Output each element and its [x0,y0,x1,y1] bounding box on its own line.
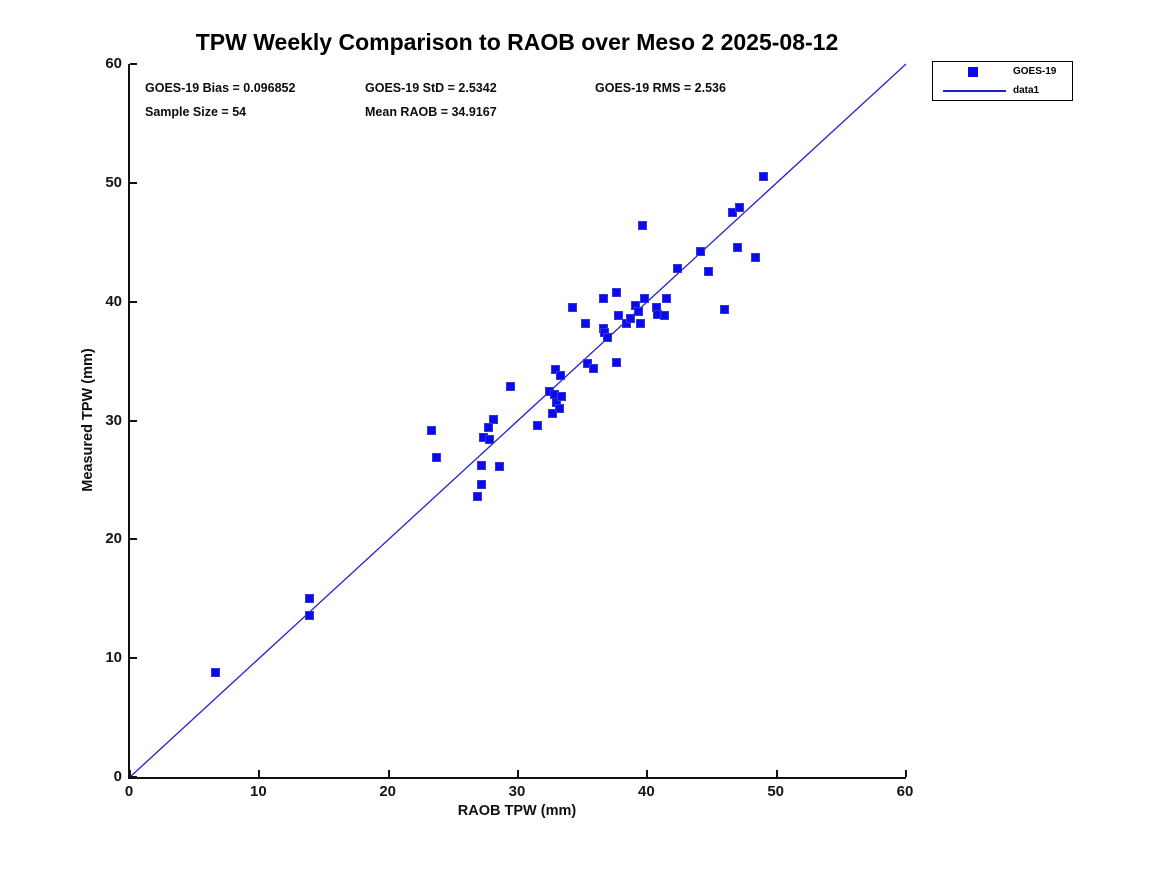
scatter-point [305,594,315,604]
scatter-point [622,318,632,328]
scatter-point [432,452,442,462]
scatter-point [720,305,730,315]
scatter-point [488,414,498,424]
x-axis-label: RAOB TPW (mm) [457,803,577,819]
y-tick [130,538,137,541]
x-tick-label: 10 [249,783,267,800]
legend-entry-goes19: GOES-19 [933,62,1072,81]
scatter-point [751,253,761,263]
x-tick [129,770,131,777]
y-tick [130,657,137,660]
scatter-point [478,432,488,442]
scatter-point [210,667,220,677]
scatter-point [554,404,564,414]
scatter-point [552,398,562,408]
scatter-point [728,208,738,218]
scatter-point [557,392,567,402]
y-tick [130,419,137,422]
chart-title: TPW Weekly Comparison to RAOB over Meso … [195,29,839,55]
scatter-point [733,242,743,252]
y-axis-label: Measured TPW (mm) [80,348,96,492]
x-tick [258,770,261,777]
scatter-point [556,370,566,380]
scatter-point [532,420,542,430]
x-tick-label: 60 [896,783,914,800]
scatter-point [759,172,769,182]
identity-line [129,63,907,778]
scatter-point [662,293,672,303]
scatter-point [551,364,560,374]
y-tick-label: 60 [105,55,122,72]
scatter-point [548,408,558,418]
scatter-point [477,480,487,490]
scatter-point [651,303,661,313]
scatter-point [477,461,487,471]
scatter-point [485,435,495,444]
scatter-point [653,310,663,320]
scatter-point [611,287,621,297]
scatter-point [637,221,647,231]
legend-label: GOES-19 [1013,66,1057,77]
scatter-point [614,311,624,321]
x-tick-label: 30 [508,783,526,800]
plot-area [128,63,907,779]
scatter-point [703,267,713,277]
scatter-point [305,610,315,620]
scatter-point [549,389,559,399]
annotation-std: GOES-19 StD = 2.5342 [365,81,497,95]
scatter-point [672,263,682,273]
x-tick [775,770,778,777]
annotation-rms: GOES-19 RMS = 2.536 [595,81,726,95]
annotation-bias: GOES-19 Bias = 0.096852 [145,81,296,95]
legend-box: GOES-19 data1 [932,61,1073,101]
scatter-point [734,203,744,213]
legend-label: data1 [1013,85,1040,96]
scatter-point [483,423,493,433]
scatter-point [636,318,646,328]
y-tick-label: 40 [105,292,122,310]
scatter-point [631,300,641,310]
scatter-point [633,306,643,316]
scatter-point [611,357,621,367]
scatter-point [505,381,515,391]
scatter-point [544,387,554,397]
x-tick [517,770,519,777]
y-tick [130,300,137,303]
legend-entry-data1: data1 [933,81,1072,100]
y-tick-label: 0 [113,768,122,785]
scatter-point [567,303,577,313]
scatter-point [588,363,598,373]
y-tick-label: 10 [105,649,122,667]
y-tick-label: 30 [105,411,122,429]
x-tick [387,770,390,777]
annotation-mean-raob: Mean RAOB = 34.9167 [365,105,497,119]
annotation-sample-size: Sample Size = 54 [145,105,247,119]
x-tick-label: 20 [379,783,396,800]
y-tick-label: 50 [105,173,122,191]
scatter-point [626,313,636,323]
y-tick [130,776,137,778]
scatter-point [598,293,608,303]
scatter-point [426,425,436,435]
scatter-point [695,247,705,257]
x-tick-label: 50 [767,783,784,800]
scatter-point [495,462,505,472]
scatter-point [583,358,593,368]
y-tick [130,63,137,65]
y-tick-label: 20 [105,530,122,548]
line-marker-icon [943,90,1006,92]
scatter-point [640,293,650,303]
x-tick [905,770,907,777]
scatter-point [602,332,612,342]
x-tick-label: 40 [637,783,655,800]
y-tick [130,181,137,184]
scatter-point [659,311,669,321]
scatter-point [580,318,590,328]
x-tick-label: 0 [124,783,134,800]
scatter-point [600,328,610,338]
x-tick [646,770,649,777]
scatter-point [473,492,483,502]
square-marker-icon [968,67,978,77]
